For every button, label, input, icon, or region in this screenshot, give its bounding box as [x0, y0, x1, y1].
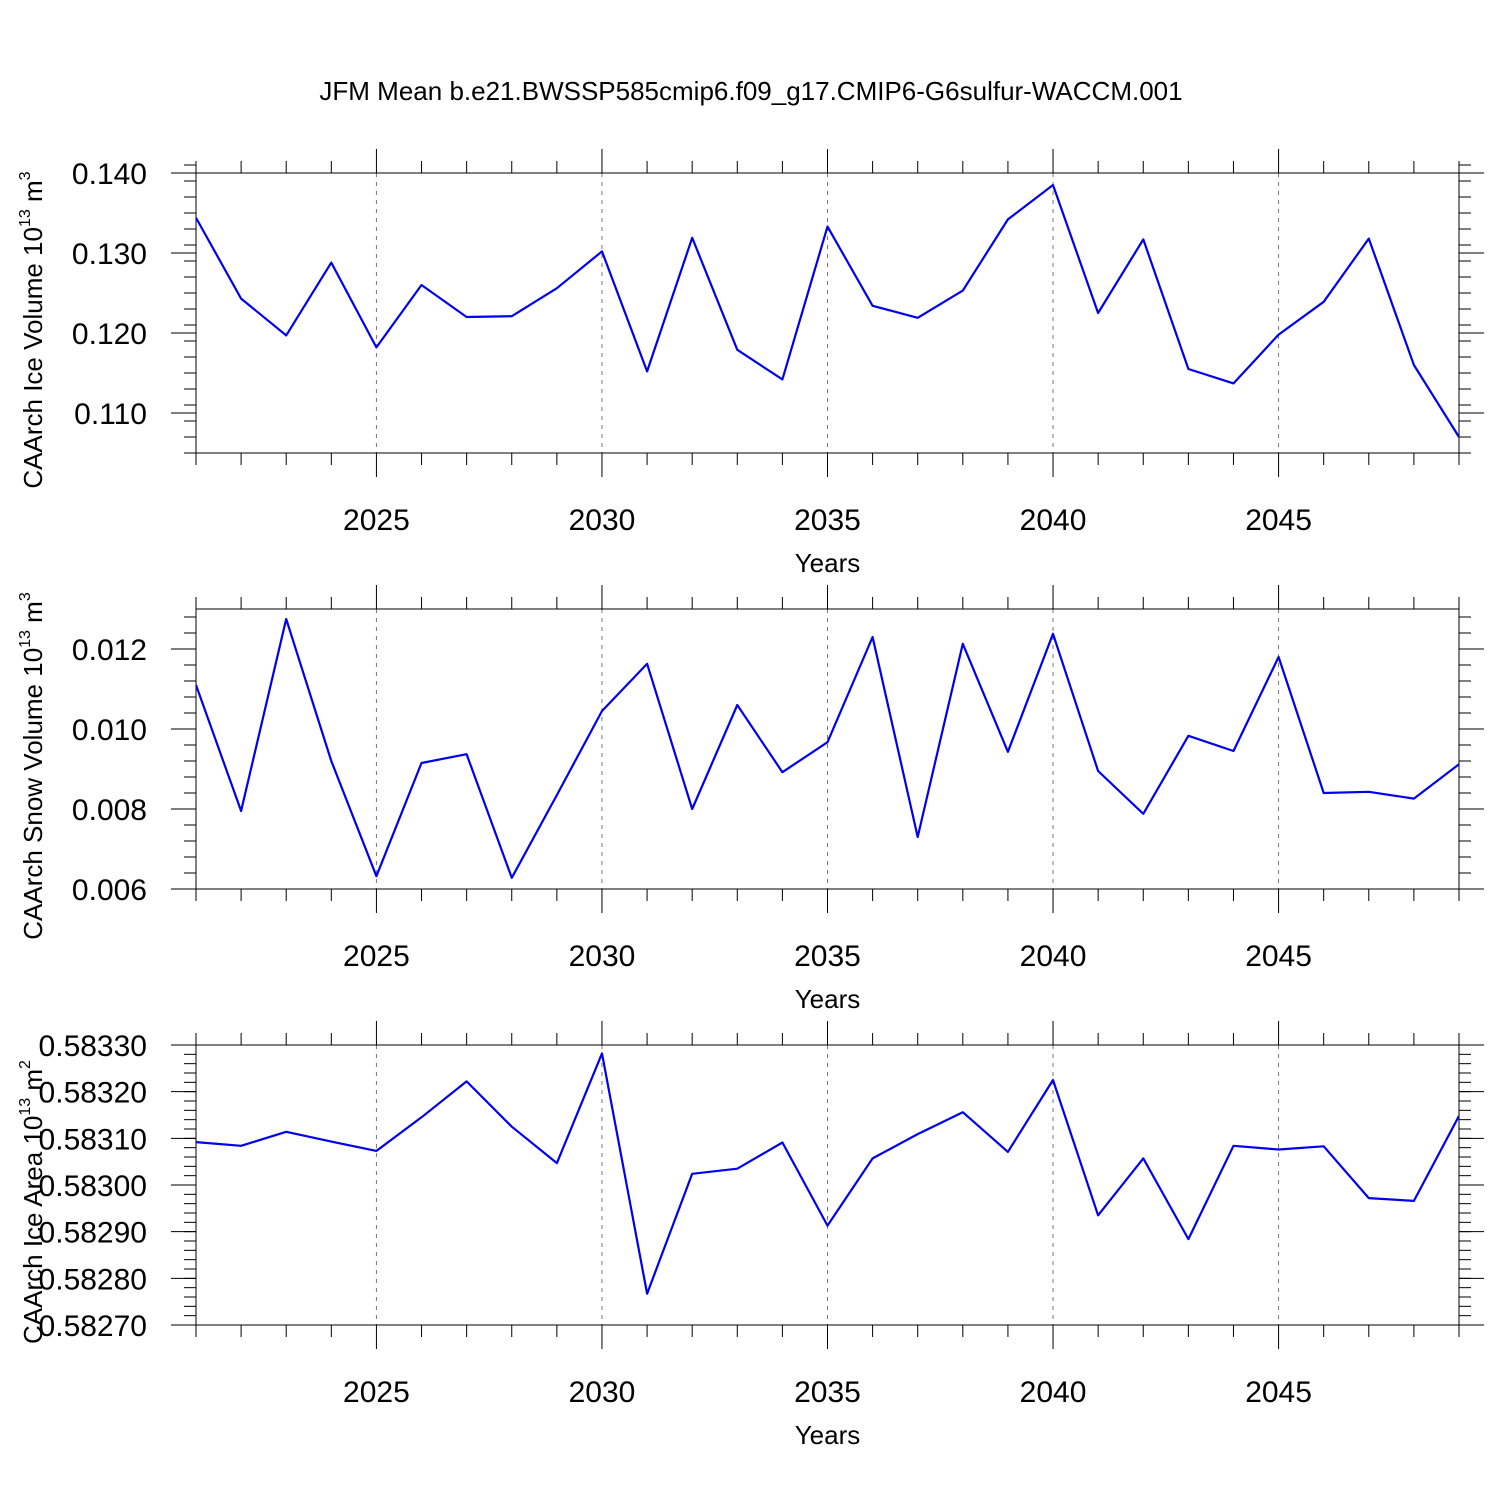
y-axis-title-space — [18, 623, 48, 630]
y-tick-label: 0.140 — [72, 158, 147, 191]
y-tick-label: 0.006 — [72, 874, 147, 907]
y-tick-label: 0.012 — [72, 634, 147, 667]
y-axis-title-exponent: 13 — [17, 630, 34, 648]
x-tick-label: 2040 — [1020, 504, 1087, 537]
x-axis-title: Years — [795, 548, 861, 578]
x-tick-label: 2035 — [794, 940, 861, 973]
y-axis-title-exponent: 13 — [17, 209, 34, 227]
y-tick-label: 0.008 — [72, 794, 147, 827]
x-tick-label: 2035 — [794, 1376, 861, 1409]
y-tick-label: 0.58310 — [39, 1123, 147, 1156]
y-tick-label: 0.010 — [72, 714, 147, 747]
series-line — [196, 1052, 1459, 1295]
y-tick-label: 0.110 — [74, 398, 147, 431]
x-tick-label: 2040 — [1020, 940, 1087, 973]
y-axis-title-exponent: 13 — [17, 1098, 34, 1116]
x-tick-label: 2030 — [569, 1376, 636, 1409]
y-axis-title: CAArch Snow Volume 1013 m3 — [17, 592, 48, 940]
x-axis-title: Years — [795, 1420, 861, 1450]
x-tick-label: 2025 — [343, 504, 410, 537]
y-axis-title-main: CAArch Ice Area 10 — [18, 1116, 48, 1344]
y-tick-label: 0.58290 — [39, 1217, 147, 1250]
y-axis-title-unit: m — [18, 1069, 48, 1091]
panel-ice-volume: 2025 2030 2035 2040 2045 0.110 0.120 0.130 0.140… — [17, 149, 1484, 578]
y-axis-title: CAArch Ice Area 1013 m2 — [17, 1060, 48, 1344]
x-tick-label: 2025 — [343, 940, 410, 973]
series-line — [196, 183, 1459, 438]
y-axis-title-unit-exponent: 3 — [17, 592, 34, 601]
y-axis-title-unit: m — [18, 180, 48, 202]
y-tick-label: 0.58320 — [39, 1077, 147, 1110]
y-axis-title-unit-exponent: 2 — [17, 1060, 34, 1069]
y-axis-title-unit-exponent: 3 — [17, 171, 34, 180]
y-axis-title: CAArch Ice Volume 1013 m3 — [17, 171, 48, 488]
y-axis-title-unit: m — [18, 601, 48, 623]
y-tick-label: 0.120 — [72, 318, 147, 351]
x-tick-label: 2045 — [1245, 504, 1312, 537]
x-tick-label: 2040 — [1020, 1376, 1087, 1409]
y-tick-label: 0.58280 — [39, 1263, 147, 1296]
x-tick-label: 2045 — [1245, 1376, 1312, 1409]
x-tick-label: 2025 — [343, 1376, 410, 1409]
series-line — [196, 617, 1459, 879]
y-axis-title-main: CAArch Snow Volume 10 — [18, 648, 48, 940]
y-axis-title-main: CAArch Ice Volume 10 — [18, 227, 48, 489]
figure-title: JFM Mean b.e21.BWSSP585cmip6.f09_g17.CMI… — [319, 76, 1182, 106]
y-tick-label: 0.58270 — [39, 1310, 147, 1343]
y-tick-label: 0.58300 — [39, 1170, 147, 1203]
y-axis-title-space — [18, 202, 48, 209]
x-tick-label: 2035 — [794, 504, 861, 537]
x-tick-label: 2030 — [569, 504, 636, 537]
y-tick-label: 0.58330 — [39, 1030, 147, 1063]
x-axis-title: Years — [795, 984, 861, 1014]
panel-ice-area: 2025 2030 2035 2040 2045 0.58270 0.58280 0.5829… — [17, 1021, 1484, 1450]
panel-snow-volume: 2025 2030 2035 2040 2045 0.006 0.008 0.010 0.012… — [17, 585, 1484, 1014]
x-tick-label: 2030 — [569, 940, 636, 973]
y-axis-title-space — [18, 1091, 48, 1098]
x-tick-label: 2045 — [1245, 940, 1312, 973]
y-tick-label: 0.130 — [72, 238, 147, 271]
